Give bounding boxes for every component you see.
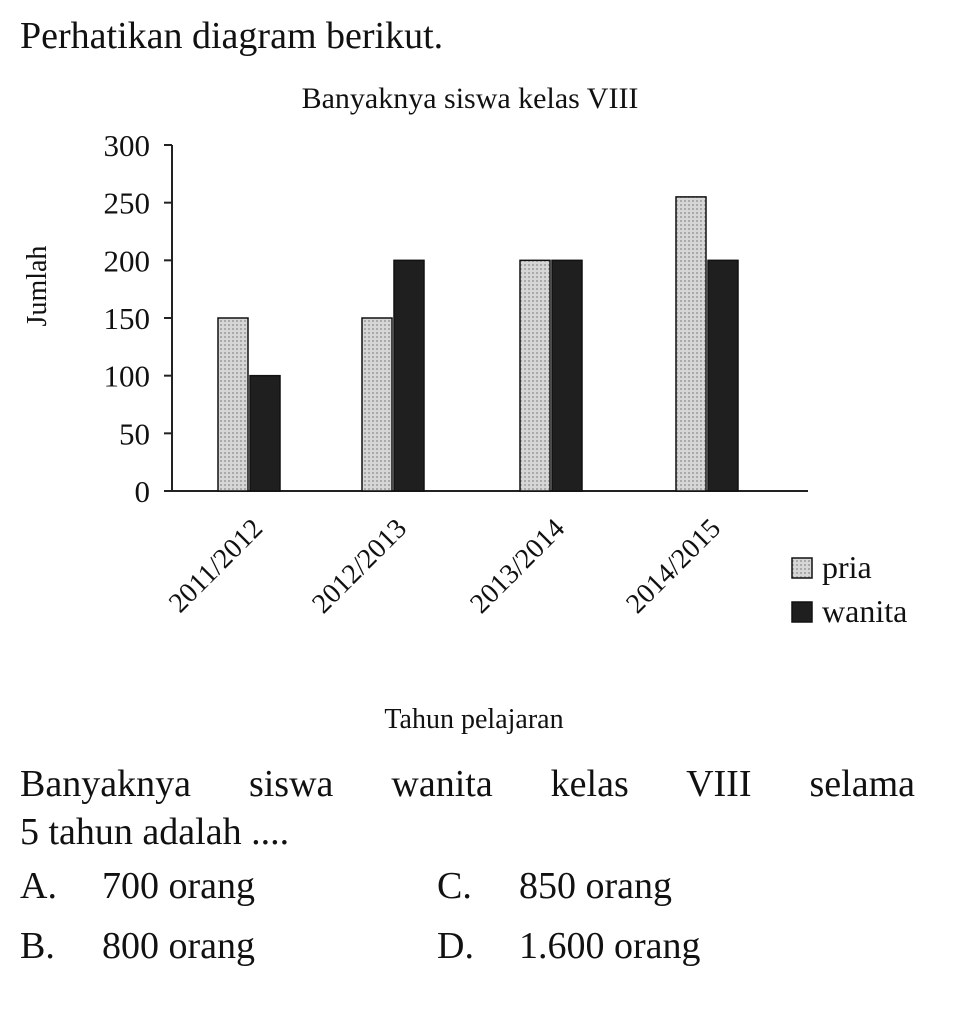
option-b-text: 800 orang	[102, 925, 256, 967]
x-axis-label: Tahun pelajaran	[384, 704, 563, 735]
y-tick-label: 200	[104, 243, 151, 278]
bar-pria-3	[675, 196, 707, 492]
bar-chart: Banyaknya siswa kelas VIII 0 50 100 150 200 25…	[22, 82, 907, 735]
legend-label-pria: pria	[822, 549, 872, 585]
bar-wanita-0	[249, 374, 281, 492]
y-tick-label: 300	[104, 128, 151, 163]
option-d-text: 1.600 orang	[519, 925, 701, 967]
option-d-letter: D.	[437, 925, 474, 967]
y-axis-label: Jumlah	[22, 246, 53, 327]
legend-label-wanita: wanita	[822, 593, 907, 629]
option-c-letter: C.	[437, 865, 472, 907]
bar-wanita-2	[551, 259, 583, 492]
question-line-1: Banyaknya siswa wanita kelas VIII selama	[20, 763, 915, 805]
x-tick-label: 2013/2014	[464, 513, 571, 620]
bar-wanita-3	[707, 259, 739, 492]
x-tick-label: 2014/2015	[620, 513, 727, 620]
y-tick-label: 0	[135, 474, 151, 509]
chart-title: Banyaknya siswa kelas VIII	[302, 82, 639, 115]
y-tick-label: 50	[119, 416, 150, 451]
option-a-letter: A.	[20, 865, 57, 907]
y-tick-label: 150	[104, 301, 151, 336]
bar-wanita-1	[393, 259, 425, 492]
x-tick-label: 2012/2013	[306, 513, 413, 620]
option-c[interactable]: C. 850 orang	[437, 864, 672, 908]
option-a-text: 700 orang	[102, 865, 256, 907]
bar-pria-1	[361, 317, 393, 492]
legend-swatch-wanita	[791, 601, 813, 623]
option-b[interactable]: B. 800 orang	[20, 924, 255, 968]
bar-pria-2	[519, 259, 551, 492]
option-a[interactable]: A. 700 orang	[20, 864, 255, 908]
option-c-text: 850 orang	[519, 865, 673, 907]
intro-text: Perhatikan diagram berikut.	[20, 15, 444, 57]
x-tick-label: 2011/2012	[163, 513, 269, 619]
y-tick-label: 100	[104, 359, 151, 394]
option-b-letter: B.	[20, 925, 55, 967]
option-d[interactable]: D. 1.600 orang	[437, 924, 701, 968]
question-line-2: 5 tahun adalah ....	[20, 811, 290, 853]
legend-swatch-pria	[791, 557, 813, 579]
bar-pria-0	[217, 317, 249, 492]
y-tick-label: 250	[104, 186, 151, 221]
